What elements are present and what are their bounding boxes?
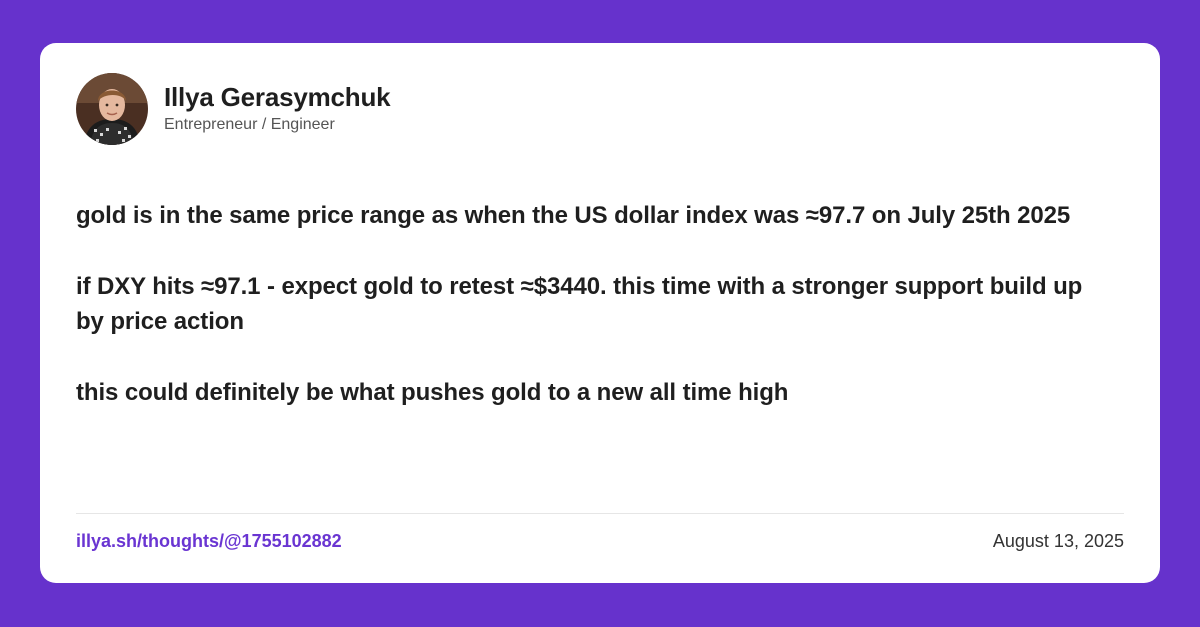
avatar[interactable] — [76, 73, 148, 145]
author-title: Entrepreneur / Engineer — [164, 116, 335, 133]
post-body: gold is in the same price range as when … — [76, 198, 1116, 446]
author-name[interactable]: Illya Gerasymchuk — [164, 82, 391, 112]
post-paragraph: gold is in the same price range as when … — [76, 202, 1071, 229]
author-header: Illya Gerasymchuk Entrepreneur / Enginee… — [76, 73, 391, 145]
post-date: August 13, 2025 — [992, 531, 1124, 551]
post-card: Illya Gerasymchuk Entrepreneur / Enginee… — [40, 43, 1160, 583]
post-permalink[interactable]: illya.sh/thoughts/@1755102882 — [76, 531, 342, 551]
author-info: Illya Gerasymchuk Entrepreneur / Enginee… — [164, 82, 391, 136]
post-paragraph: if DXY hits ≈97.1 - expect gold to retes… — [76, 273, 1083, 335]
footer-divider — [76, 513, 1124, 514]
avatar-photo-icon — [76, 73, 148, 145]
post-paragraph: this could definitely be what pushes gol… — [76, 379, 789, 406]
